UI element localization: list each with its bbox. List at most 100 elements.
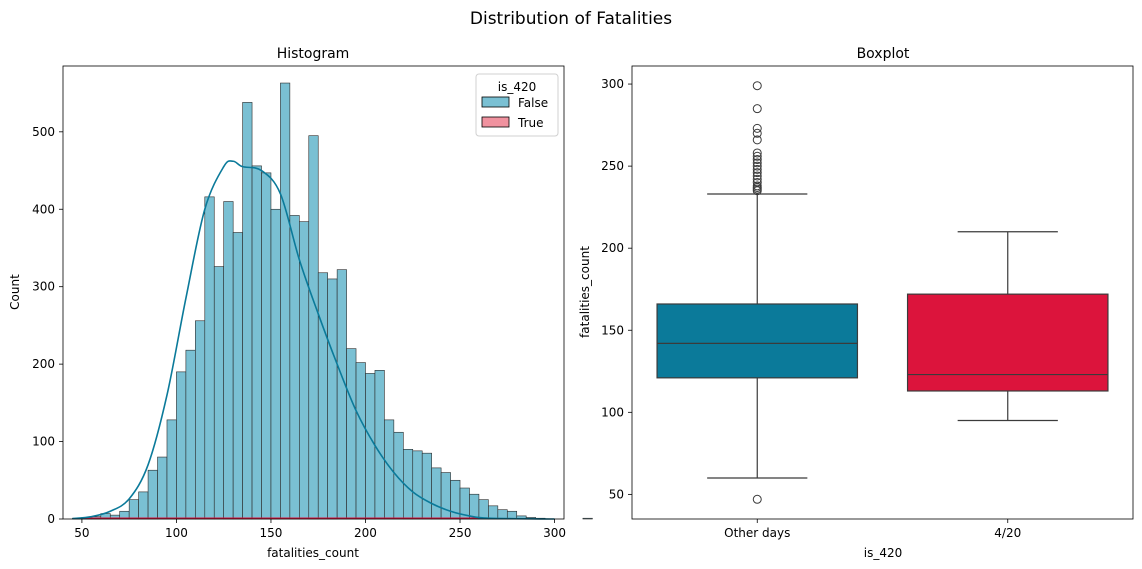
outlier-point	[752, 81, 762, 91]
hist-bar-false	[185, 349, 196, 520]
box-4-20	[906, 293, 1109, 392]
hist-bar-false	[242, 102, 253, 520]
y-tick-label: 300	[601, 77, 624, 91]
y-tick-label: 400	[32, 202, 55, 216]
hist-bar-false	[421, 452, 432, 520]
hist-bar-false	[384, 419, 395, 520]
hist-bar-false	[204, 196, 215, 520]
y-tick-label: 100	[601, 405, 624, 419]
outlier-point	[752, 178, 762, 188]
histogram-y-ticks: 0 100 200 300 400 500	[32, 125, 63, 526]
hist-bar-false	[355, 362, 366, 520]
outlier-point	[752, 155, 762, 165]
legend-title: is_420	[498, 80, 537, 94]
outlier-point	[752, 164, 762, 174]
legend-label-false: False	[518, 96, 548, 110]
outlier-point	[752, 148, 762, 158]
hist-bar-false	[469, 493, 480, 520]
outlier-point	[752, 158, 762, 168]
x-tick-label: 300	[543, 526, 566, 540]
hist-bar-false	[261, 172, 272, 520]
hist-bar-false	[317, 272, 328, 520]
hist-bar-false	[393, 431, 404, 520]
hist-bar-false	[128, 499, 139, 520]
hist-bar-false	[223, 201, 234, 520]
x-tick-label: 100	[165, 526, 188, 540]
outlier-point	[752, 181, 762, 191]
boxplot-y-ticks: 50 100 150 200 250 300	[601, 77, 632, 501]
histogram-axes-frame	[62, 65, 565, 520]
y-tick-label: 50	[609, 487, 624, 501]
hist-bar-false	[289, 215, 300, 520]
boxplot-ylabel: fatalities_count	[578, 246, 592, 338]
hist-bar-false	[374, 370, 385, 520]
x-tick-label: 250	[449, 526, 472, 540]
boxplot-axes-frame	[631, 65, 1134, 520]
legend-swatch-true	[481, 116, 510, 128]
outlier-point	[752, 171, 762, 181]
y-tick-label: 500	[32, 125, 55, 139]
histogram-title: Histogram	[277, 46, 350, 62]
boxplot-xlabel: is_420	[864, 546, 903, 560]
boxplot-title: Boxplot	[857, 46, 910, 62]
outlier-point	[752, 135, 762, 145]
boxplot-marks	[656, 81, 1109, 504]
boxplot-x-ticks: Other days 4/20	[724, 519, 1021, 540]
kde-curve-false	[72, 160, 555, 520]
hist-bar-false	[582, 517, 593, 520]
hist-bar-false	[251, 165, 262, 520]
hist-bar-false	[336, 269, 347, 520]
outlier-point	[752, 104, 762, 114]
legend-swatch-false	[481, 96, 510, 108]
hist-bar-false	[157, 456, 168, 520]
hist-bar-false	[478, 499, 489, 520]
hist-bar-false	[431, 467, 442, 520]
x-tick-label: 200	[354, 526, 377, 540]
histogram-xlabel: fatalities_count	[267, 546, 359, 560]
legend-label-true: True	[517, 116, 544, 130]
figure-title: Distribution of Fatalities	[470, 9, 672, 29]
hist-bar-false	[195, 320, 206, 520]
y-tick-label: 150	[601, 323, 624, 337]
hist-bar-false	[138, 491, 149, 520]
histogram-bars	[72, 82, 593, 520]
hist-bar-false	[176, 371, 187, 520]
histogram-x-ticks: 50 100 150 200 250 300	[74, 519, 566, 540]
y-tick-label: 100	[32, 435, 55, 449]
hist-bar-false	[497, 509, 508, 520]
outlier-point	[752, 123, 762, 133]
hist-bar-false	[346, 348, 357, 520]
y-tick-label: 200	[32, 357, 55, 371]
hist-bar-false	[232, 232, 243, 520]
hist-bar-false	[270, 208, 281, 520]
outlier-point	[752, 494, 762, 504]
x-tick-label: 150	[260, 526, 283, 540]
hist-bar-false	[280, 82, 291, 520]
y-tick-label: 250	[601, 159, 624, 173]
hist-bar-false	[327, 278, 338, 520]
outlier-point	[752, 174, 762, 184]
boxplot-panel: Boxplot Other days 4/20 50 100 150 200 250 300…	[578, 46, 1134, 560]
hist-bar-false	[488, 505, 499, 520]
y-tick-label: 300	[32, 280, 55, 294]
hist-bar-false	[412, 450, 423, 520]
x-tick-label: Other days	[724, 526, 790, 540]
legend: is_420 False True	[475, 73, 559, 137]
x-tick-label: 4/20	[994, 526, 1021, 540]
y-tick-label: 0	[47, 512, 55, 526]
outlier-point	[752, 168, 762, 178]
x-tick-label: 50	[74, 526, 89, 540]
hist-bar-false	[440, 472, 451, 520]
hist-bar-false	[213, 266, 224, 520]
box-other-days	[656, 303, 859, 379]
hist-bar-false	[365, 373, 376, 520]
histogram-panel: Histogram 50 100 150 200 250 300 0 100 200 300 40…	[8, 46, 593, 560]
hist-bar-false	[166, 419, 177, 520]
outlier-point	[752, 128, 762, 138]
histogram-ylabel: Count	[8, 274, 22, 310]
outlier-point	[752, 151, 762, 161]
hist-bar-false	[147, 469, 158, 520]
outlier-point	[752, 161, 762, 171]
y-tick-label: 200	[601, 241, 624, 255]
